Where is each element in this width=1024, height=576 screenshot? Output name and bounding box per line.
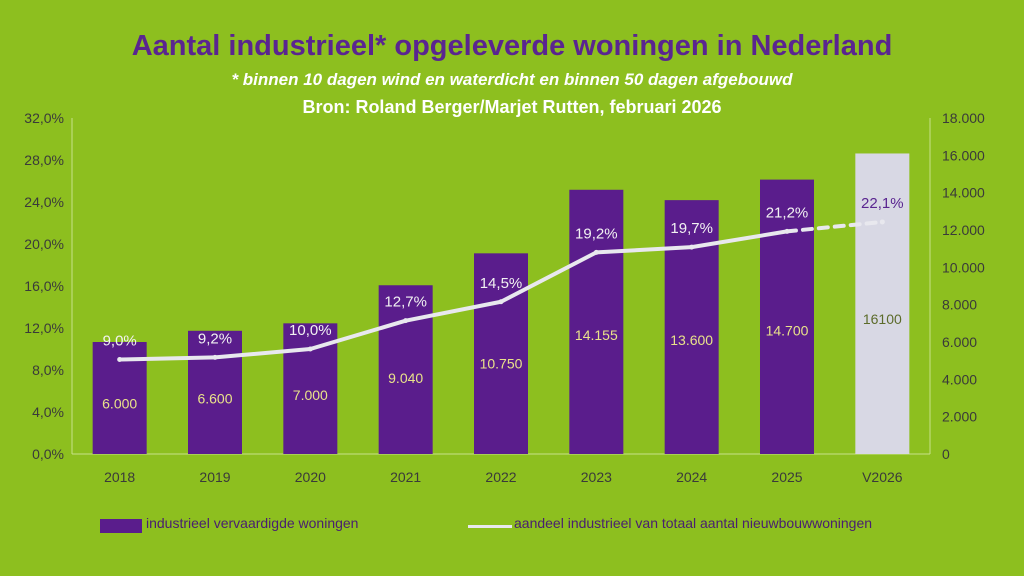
y-right-tick-label: 16.000: [942, 147, 985, 163]
line-point: [784, 228, 790, 234]
legend-line-label: aandeel industrieel van totaal aantal ni…: [514, 515, 873, 531]
line-segment: [499, 250, 599, 304]
line-point: [307, 346, 313, 352]
line-point: [593, 249, 599, 255]
legend-bar-label: industrieel vervaardigde woningen: [146, 515, 359, 531]
line-point: [689, 244, 695, 250]
bar-value-label: 7.000: [293, 387, 328, 403]
line-value-label: 19,7%: [670, 220, 713, 237]
y-left-tick-label: 0,0%: [32, 446, 64, 462]
bar-value-label: 6.000: [102, 396, 137, 412]
y-left-tick-label: 16,0%: [24, 278, 64, 294]
legend-line-swatch: [468, 525, 512, 528]
line-point: [212, 354, 218, 360]
line-value-label: 9,2%: [198, 330, 232, 347]
line-value-label: 14,5%: [480, 275, 523, 292]
bar-value-label: 6.600: [197, 391, 232, 407]
legend-bar-swatch: [100, 519, 142, 533]
y-right-tick-label: 0: [942, 446, 950, 462]
bar: [664, 200, 719, 454]
y-right-tick-label: 8.000: [942, 297, 977, 313]
y-right-tick-label: 2.000: [942, 409, 977, 425]
bar: [188, 330, 242, 454]
line-point: [879, 219, 885, 225]
x-tick-label: 2024: [676, 469, 707, 485]
line-value-label: 22,1%: [861, 195, 904, 212]
line-segment: [117, 355, 217, 362]
line-value-label: 19,2%: [575, 225, 618, 242]
y-left-tick-label: 28,0%: [24, 152, 64, 168]
line-point: [117, 357, 123, 362]
y-right-tick-label: 12.000: [942, 222, 985, 238]
chart-title: Aantal industrieel* opgeleverde woningen…: [131, 30, 893, 62]
bar: [474, 253, 528, 454]
line-value-label: 9,0%: [103, 333, 137, 350]
bar-value-label: 14.700: [766, 323, 809, 339]
line-segment: [403, 299, 503, 323]
x-tick-label: 2023: [581, 469, 612, 485]
y-left-tick-label: 32,0%: [24, 110, 64, 126]
x-tick-label: 2020: [295, 469, 326, 485]
y-right-tick-label: 18.000: [942, 110, 985, 126]
x-tick-label: V2026: [862, 469, 903, 485]
bar-value-label: 13.600: [670, 332, 713, 348]
line-segment: [689, 229, 789, 250]
bar: [760, 179, 814, 454]
bar: [378, 285, 433, 454]
y-right-tick-label: 6.000: [942, 334, 977, 350]
x-tick-label: 2021: [390, 469, 421, 485]
y-left-tick-label: 20,0%: [24, 236, 64, 252]
chart-subtitle: * binnen 10 dagen wind en waterdicht en …: [231, 70, 793, 89]
line-segment-forecast: [785, 219, 885, 234]
y-left-tick-label: 8,0%: [32, 362, 64, 378]
y-left-tick-label: 12,0%: [24, 320, 64, 336]
y-left-tick-label: 24,0%: [24, 194, 64, 210]
chart-source: Bron: Roland Berger/Marjet Rutten, febru…: [302, 97, 722, 117]
bar-value-label: 14.155: [575, 327, 618, 343]
x-tick-label: 2019: [199, 469, 230, 485]
y-right-tick-label: 10.000: [942, 259, 985, 275]
line-value-label: 12,7%: [384, 294, 427, 311]
line-segment: [308, 318, 408, 351]
line-segment: [594, 245, 694, 255]
y-right-tick-label: 14.000: [942, 185, 985, 201]
y-right-tick-label: 4.000: [942, 371, 977, 387]
line-point: [498, 299, 504, 305]
line-segment: [213, 347, 313, 360]
x-tick-label: 2025: [771, 469, 802, 485]
bar-value-label: 10.750: [480, 356, 523, 372]
line-point: [403, 318, 409, 324]
y-left-tick-label: 4,0%: [32, 404, 64, 420]
bar-value-label: 9.040: [388, 370, 423, 386]
bar-forecast: [855, 153, 910, 454]
bar: [569, 189, 624, 455]
bar-value-label: 16100: [863, 311, 902, 327]
line-value-label: 10,0%: [289, 322, 332, 339]
line-value-label: 21,2%: [766, 204, 809, 221]
x-tick-label: 2018: [104, 469, 135, 485]
x-tick-label: 2022: [485, 469, 516, 485]
